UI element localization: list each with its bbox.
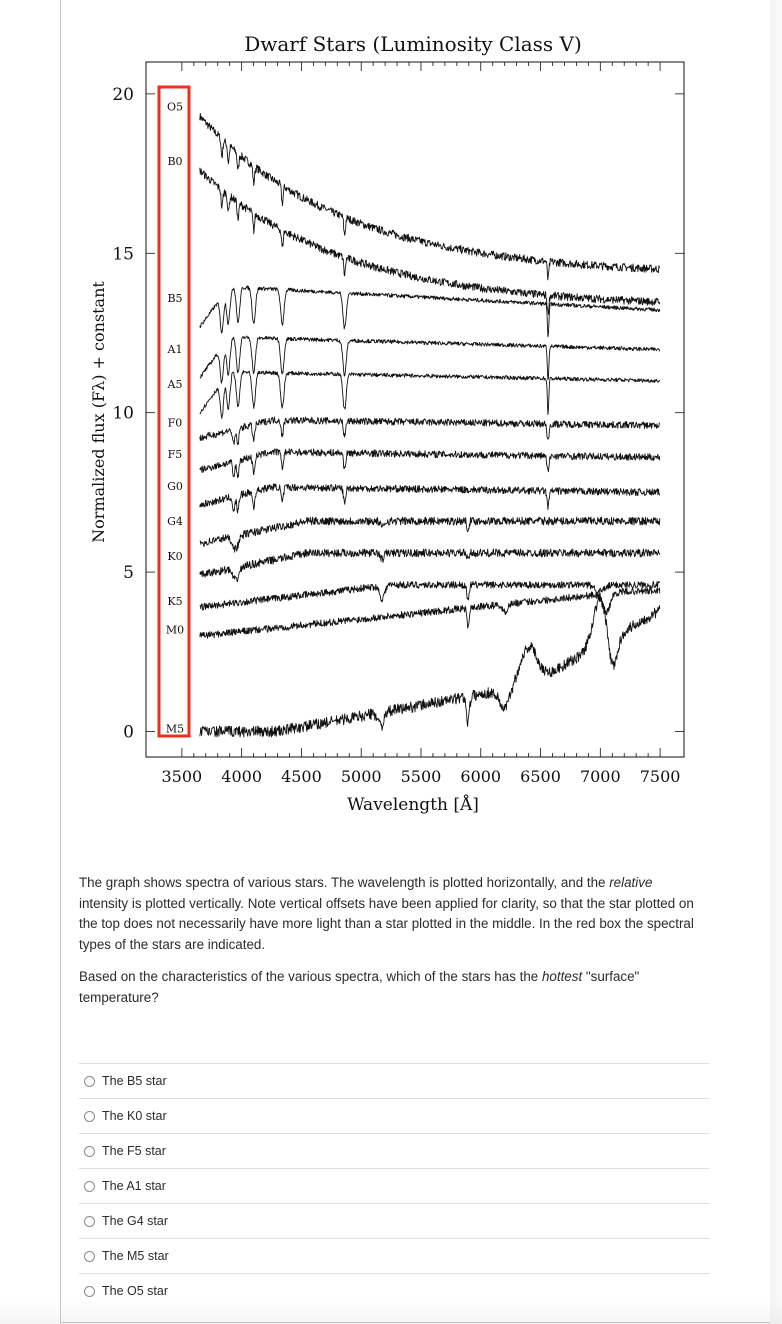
answer-option[interactable]: The O5 star <box>79 1273 709 1308</box>
answer-label: The M5 star <box>102 1249 169 1263</box>
x-axis-label: Wavelength [Å] <box>347 794 479 815</box>
plot-frame <box>145 61 685 758</box>
spectrum-k5 <box>199 580 661 611</box>
spectral-type-label: M5 <box>166 722 184 735</box>
spectrum-b0 <box>199 167 661 315</box>
x-tick-label: 5000 <box>341 767 382 786</box>
spectral-type-label: A1 <box>167 343 183 356</box>
x-tick-label: 6000 <box>460 767 501 786</box>
answer-label: The F5 star <box>102 1144 166 1158</box>
answer-option[interactable]: The M5 star <box>79 1238 709 1273</box>
radio-button[interactable] <box>84 1250 95 1262</box>
spectrum-m5 <box>199 592 661 738</box>
chart-title: Dwarf Stars (Luminosity Class V) <box>244 32 582 56</box>
scroll-gutter <box>770 0 782 1324</box>
y-tick-label: 15 <box>112 244 134 264</box>
answer-label: The B5 star <box>102 1074 167 1088</box>
answer-label: The K0 star <box>102 1109 167 1123</box>
spectral-type-label: M0 <box>166 623 184 636</box>
spectrum-g0 <box>199 483 661 514</box>
spectrum-f5 <box>199 448 661 479</box>
radio-button[interactable] <box>84 1180 95 1192</box>
spectral-type-label: B5 <box>167 292 182 305</box>
answer-options: The B5 star The K0 star The F5 star The … <box>79 1063 709 1308</box>
y-tick-label: 5 <box>123 563 134 583</box>
spectral-type-label: G0 <box>167 480 183 493</box>
answer-label: The A1 star <box>102 1179 166 1193</box>
y-tick-label: 20 <box>112 85 134 105</box>
question-card <box>60 0 771 1323</box>
spectrum-f0 <box>199 416 661 445</box>
spectrum-m0 <box>199 587 661 639</box>
spectral-type-label: K0 <box>167 550 182 563</box>
spectrum-a5 <box>199 370 661 420</box>
radio-button[interactable] <box>84 1215 95 1227</box>
answer-option[interactable]: The B5 star <box>79 1063 709 1098</box>
x-tick-label: 7000 <box>580 767 621 786</box>
spectral-type-label: O5 <box>167 101 183 114</box>
spectral-type-label: F0 <box>168 416 183 429</box>
radio-button[interactable] <box>84 1110 95 1122</box>
spectral-type-label: K5 <box>167 595 182 608</box>
question-description: The graph shows spectra of various stars… <box>79 875 694 952</box>
spectral-type-label: F5 <box>168 448 183 461</box>
spectrum-a1 <box>199 335 661 384</box>
spectral-type-box <box>157 85 191 738</box>
spectral-type-label: B0 <box>167 155 182 168</box>
x-tick-label: 4500 <box>281 767 322 786</box>
x-tick-label: 6500 <box>520 767 561 786</box>
answer-option[interactable]: The K0 star <box>79 1098 709 1133</box>
y-tick-label: 10 <box>112 404 134 424</box>
x-tick-label: 7500 <box>640 767 681 786</box>
x-tick-label: 5500 <box>401 767 442 786</box>
radio-button[interactable] <box>84 1285 95 1297</box>
answer-option[interactable]: The F5 star <box>79 1133 709 1168</box>
y-axis-label: Normalized flux (Fλ) + constant <box>89 281 108 543</box>
x-tick-label: 3500 <box>162 767 203 786</box>
y-tick-label: 0 <box>123 722 134 742</box>
spectrum-b5 <box>199 285 661 338</box>
answer-option[interactable]: The G4 star <box>79 1203 709 1238</box>
spectrum-k0 <box>199 548 661 583</box>
answer-option[interactable]: The A1 star <box>79 1168 709 1203</box>
question-prompt: Based on the characteristics of the vari… <box>79 969 640 1005</box>
spectral-type-label: G4 <box>167 515 183 528</box>
spectra-chart: Dwarf Stars (Luminosity Class V) 3500 400… <box>89 32 685 815</box>
answer-label: The G4 star <box>102 1214 168 1228</box>
spectral-type-label: A5 <box>167 378 183 391</box>
spectrum-o5 <box>199 112 661 281</box>
answer-label: The O5 star <box>102 1284 168 1298</box>
spectrum-g4 <box>199 516 661 553</box>
x-tick-label: 4000 <box>221 767 262 786</box>
radio-button[interactable] <box>84 1075 95 1087</box>
radio-button[interactable] <box>84 1145 95 1157</box>
